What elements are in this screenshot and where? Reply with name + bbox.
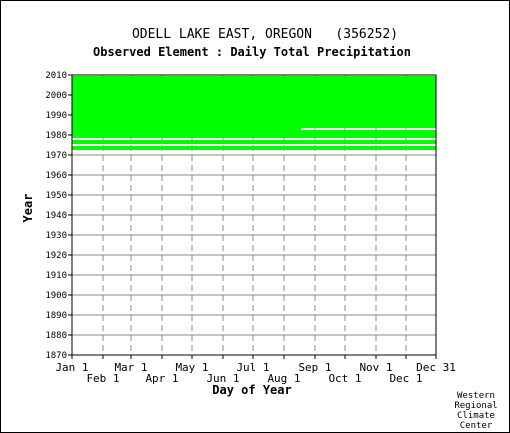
coverage-bar-1994 xyxy=(72,106,436,108)
y-tick-label: 1960 xyxy=(45,171,67,181)
x-tick-label: Apr 1 xyxy=(145,372,178,385)
coverage-bar-1990 xyxy=(72,114,436,116)
y-axis-ticks: 1870 1880 1890 1900 1910 1920 1930 1940 1950 1960… xyxy=(45,71,72,361)
coverage-bar-1999 xyxy=(72,96,436,98)
x-tick-label: Dec 31 xyxy=(416,361,456,374)
coverage-bar-1995 xyxy=(72,104,436,106)
coverage-bar-2003 xyxy=(72,88,436,90)
y-tick-label: 1940 xyxy=(45,211,67,221)
coverage-bar-1985 xyxy=(72,124,436,126)
y-tick-label: 1910 xyxy=(45,271,67,281)
coverage-bar-1992 xyxy=(72,110,436,112)
credit-block: Western Regional Climate Center xyxy=(454,391,497,431)
coverage-bar-1977 xyxy=(72,140,436,142)
y-tick-label: 1870 xyxy=(45,351,67,361)
x-tick-label: Dec 1 xyxy=(389,372,422,385)
y-tick-label: 1900 xyxy=(45,291,67,301)
coverage-bar-1979 xyxy=(72,136,436,138)
coverage-bar-1980 xyxy=(72,134,436,136)
chart-title: ODELL LAKE EAST, OREGON (356252) xyxy=(132,27,398,42)
x-tick-label: Oct 1 xyxy=(328,372,361,385)
y-tick-label: 1950 xyxy=(45,191,67,201)
y-axis-label: Year xyxy=(21,194,35,223)
coverage-bar-1997 xyxy=(72,100,436,102)
credit-line-1: Western xyxy=(457,391,495,401)
y-tick-label: 1920 xyxy=(45,251,67,261)
data-coverage-marks xyxy=(72,76,436,150)
coverage-bar-1974 xyxy=(72,146,436,148)
coverage-bar-1998 xyxy=(72,98,436,100)
coverage-bar-1996 xyxy=(72,102,436,104)
coverage-bar-1993 xyxy=(72,108,436,110)
x-tick-label: Mar 1 xyxy=(114,361,147,374)
coverage-bar-1982 xyxy=(72,130,436,132)
x-tick-label: Jan 1 xyxy=(55,361,88,374)
coverage-bar-2005 xyxy=(72,84,436,86)
x-tick-label: Feb 1 xyxy=(86,372,119,385)
y-tick-label: 1990 xyxy=(45,111,67,121)
coverage-bar-1991 xyxy=(72,112,436,114)
coverage-bar-2000 xyxy=(72,94,436,96)
y-tick-label: 2000 xyxy=(45,91,67,101)
y-tick-label: 1980 xyxy=(45,131,67,141)
x-tick-label: May 1 xyxy=(175,361,208,374)
coverage-bar-1983 xyxy=(72,128,301,130)
coverage-bar-1981 xyxy=(72,132,436,134)
coverage-bar-1976 xyxy=(72,142,436,144)
coverage-bar-1987 xyxy=(72,120,436,122)
coverage-bar-2009 xyxy=(72,76,436,78)
coverage-bar-2004 xyxy=(72,86,436,88)
y-tick-label: 1970 xyxy=(45,151,67,161)
coverage-bar-2008 xyxy=(72,78,436,80)
y-tick-label: 1890 xyxy=(45,311,67,321)
coverage-bar-2002 xyxy=(72,90,436,92)
coverage-bar-1989 xyxy=(72,116,436,118)
coverage-bar-1984 xyxy=(72,126,436,128)
chart-subtitle: Observed Element : Daily Total Precipita… xyxy=(93,45,411,59)
y-tick-label: 1930 xyxy=(45,231,67,241)
coverage-bar-2007 xyxy=(72,80,436,82)
credit-line-2: Regional xyxy=(454,401,497,411)
x-axis-label: Day of Year xyxy=(212,383,291,397)
coverage-bar-1988 xyxy=(72,118,436,120)
credit-line-4: Center xyxy=(460,421,493,431)
x-tick-label: Sep 1 xyxy=(298,361,331,374)
x-tick-label: Jun 1 xyxy=(206,372,239,385)
x-axis-ticks: Jan 1 Mar 1 May 1 Jul 1 Sep 1 Nov 1 Dec 31 Feb … xyxy=(55,355,456,385)
y-tick-label: 2010 xyxy=(45,71,67,81)
x-tick-label: Jul 1 xyxy=(236,361,269,374)
coverage-bar-2006 xyxy=(72,82,436,84)
x-tick-label: Aug 1 xyxy=(267,372,300,385)
coverage-bar-1986 xyxy=(72,122,436,124)
coverage-bar-1973 xyxy=(72,148,436,150)
x-tick-label: Nov 1 xyxy=(359,361,392,374)
coverage-bar-2001 xyxy=(72,92,436,94)
y-tick-label: 1880 xyxy=(45,331,67,341)
credit-line-3: Climate xyxy=(457,411,495,421)
